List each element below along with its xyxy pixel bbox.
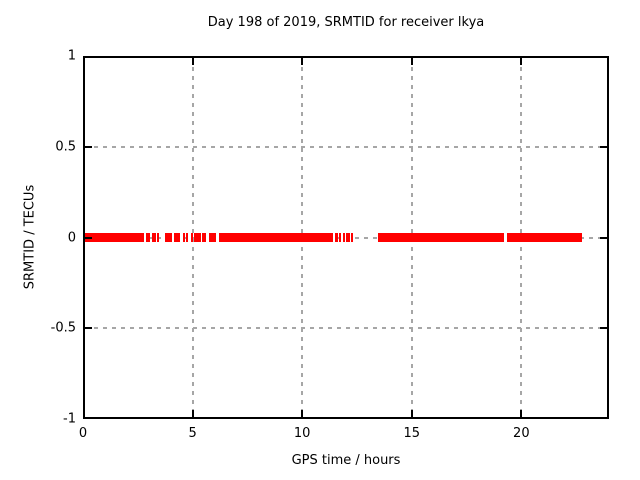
data-point-segment [145,233,150,242]
x-tick-mark [301,58,304,65]
data-point-segment [506,233,582,242]
y-tick-mark [85,145,92,148]
y-tick-label: -0.5 [50,320,76,336]
data-point-segment [182,233,185,242]
y-tick-label: 0.5 [55,139,76,155]
y-tick-label: 0 [67,230,76,245]
x-tick-label: 5 [188,426,197,441]
data-point-segment [346,233,350,242]
x-tick-label: 15 [403,426,421,441]
y-gridline [85,327,607,330]
data-point-segment [377,233,504,242]
y-tick-label: 1 [67,48,76,64]
x-tick-mark [410,410,413,417]
data-point-segment [208,233,217,242]
chart-title: Day 198 of 2019, SRMTID for receiver lky… [207,15,485,30]
y-tick-mark [600,145,607,148]
y-axis-label: SRMTID / TECUs [22,184,38,290]
data-point-segment [202,233,207,242]
y-tick-mark [600,236,607,239]
x-tick-mark [301,410,304,417]
y-tick-mark [85,327,92,330]
data-point-segment [186,233,189,242]
x-tick-label: 20 [513,426,530,441]
data-point-segment [170,233,173,242]
data-point-segment [335,233,338,242]
data-point-segment [342,233,345,242]
x-tick-mark [520,410,523,417]
x-tick-label: 10 [293,426,311,441]
y-tick-label: -1 [63,411,76,427]
y-gridline [85,236,607,239]
x-tick-mark [520,58,523,65]
data-point-segment [351,233,354,242]
data-point-segment [339,233,342,242]
data-point-segment [174,233,181,242]
y-tick-mark [600,327,607,330]
y-tick-mark [85,236,92,239]
data-point-segment [85,233,145,242]
data-point-segment [191,233,193,242]
data-point-segment [151,233,156,242]
x-axis-label: GPS time / hours [291,453,401,468]
data-point-segment [156,233,159,242]
data-point-segment [165,233,170,242]
x-tick-mark [410,58,413,65]
x-tick-mark [191,58,194,65]
y-gridline [85,145,607,148]
data-point-segment [218,233,333,242]
data-point-segment [193,233,201,242]
x-tick-mark [191,410,194,417]
x-tick-label: 0 [78,426,88,441]
plot-border [83,56,609,419]
